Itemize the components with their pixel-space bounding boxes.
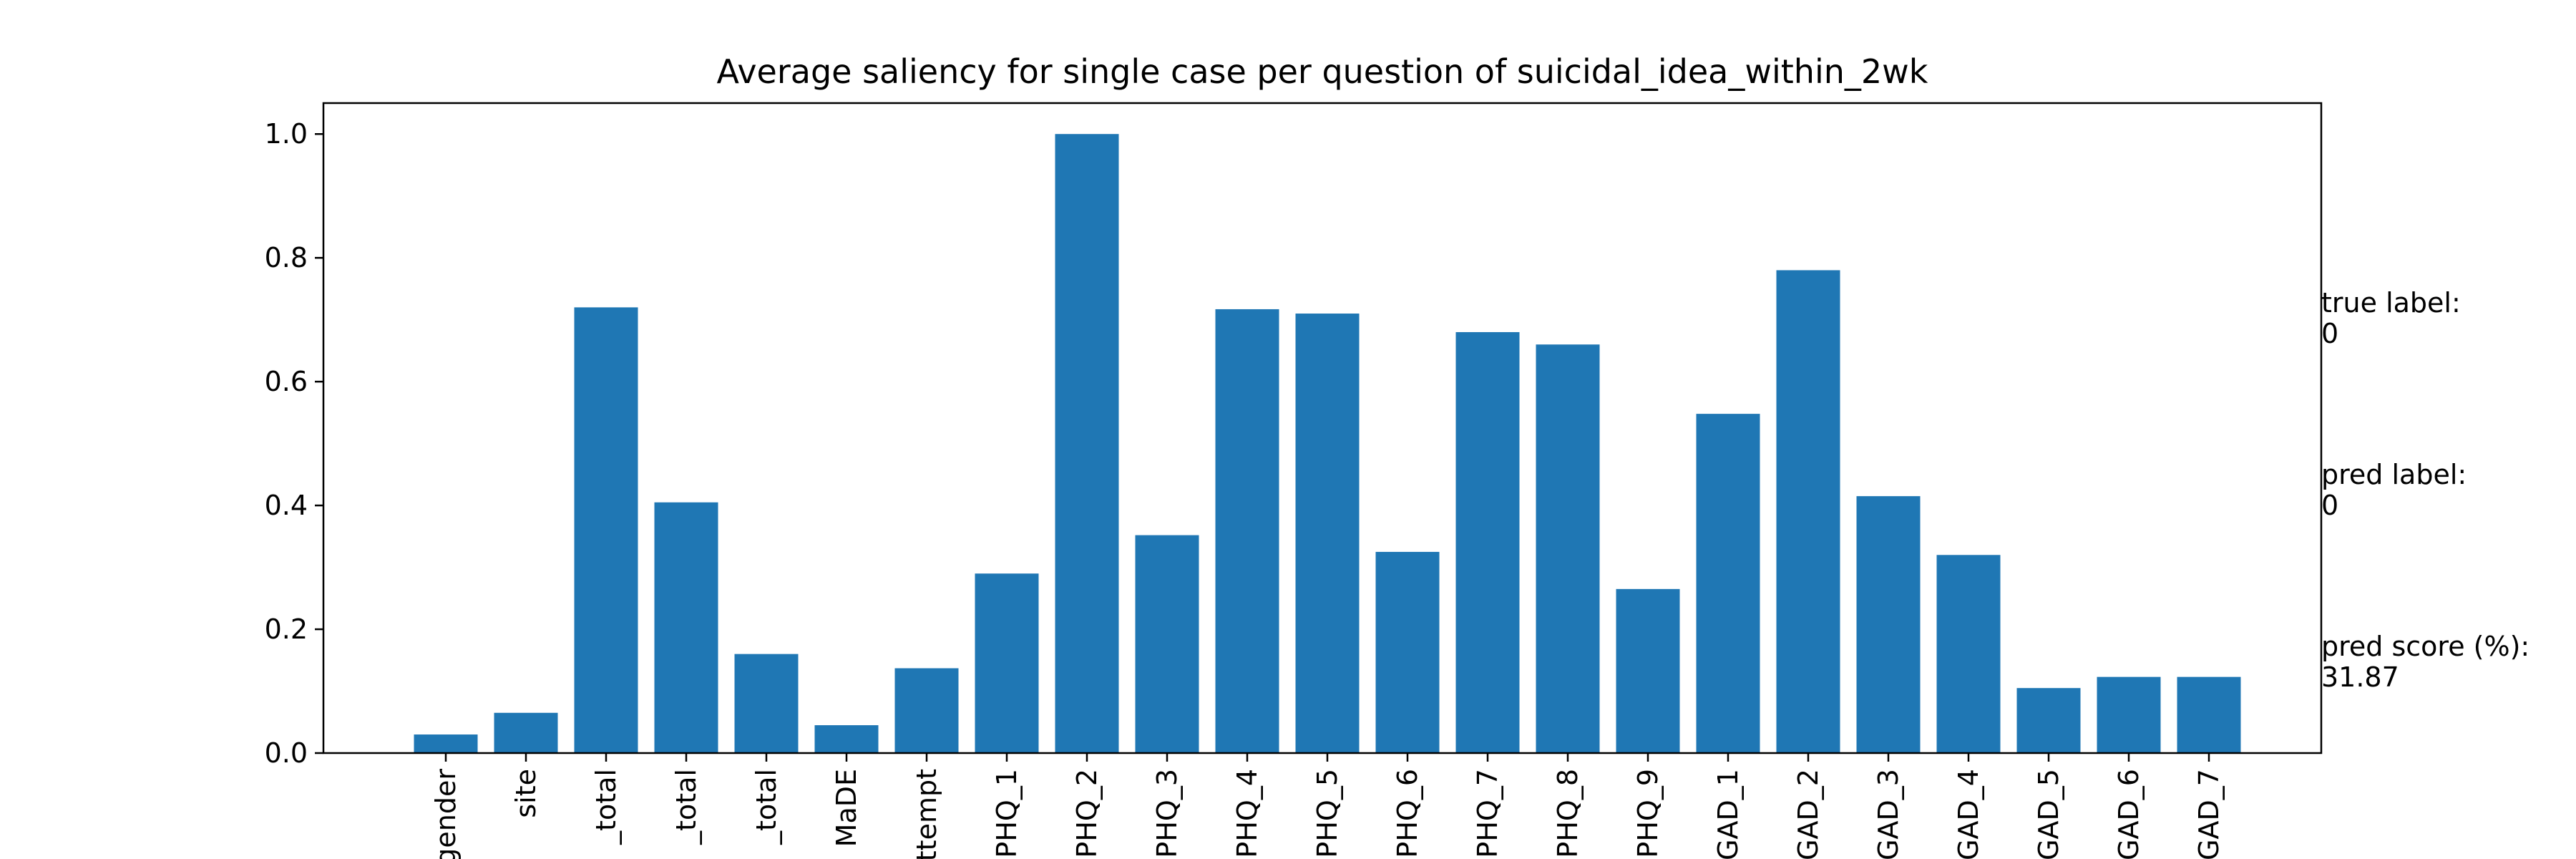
true-label-value: 0 [2321,318,2338,349]
x-tick-label: attempt [911,769,942,859]
pred-label-title: pred label: [2321,459,2467,490]
pred-score-value: 31.87 [2321,661,2399,693]
bars-layer [414,134,2241,754]
bar-phq-4 [1215,309,1279,754]
x-tick-label: PHQ_1 [991,769,1023,858]
bar-gad-3 [1856,496,1921,753]
x-tick-label: PHQ_6 [1392,769,1423,858]
plot-frame [322,102,2323,754]
bar-total [574,307,638,753]
x-tick-label: PHQ_8 [1552,769,1584,858]
y-tick-label: 0.6 [265,366,308,397]
x-tick-label: GAD_3 [1873,769,1904,859]
x-tick-label: PHQ_9 [1632,769,1664,858]
x-tick-label: site [510,769,542,818]
x-tick-label: PHQ_3 [1151,769,1183,858]
x-tick-label: PHQ_4 [1231,769,1263,858]
bar-gender [414,734,478,753]
y-tick-label: 1.0 [265,118,308,150]
x-tick-label: _total [751,769,782,845]
y-tick-label: 0.4 [265,490,308,521]
bar-gad-5 [2016,688,2081,753]
bar-phq-7 [1455,331,1520,753]
pred-score-title: pred score (%): [2321,631,2529,662]
x-tick-label: PHQ_7 [1472,769,1503,858]
bar-attempt [894,668,959,753]
x-tick-label: PHQ_5 [1312,769,1343,858]
x-tick-label: GAD_1 [1712,769,1744,859]
bar-total [654,502,718,753]
x-tick-label: gender [430,769,462,859]
x-tick-label: GAD_6 [2113,769,2145,859]
x-tick-label: GAD_7 [2193,769,2225,859]
x-tick-label: GAD_4 [1953,769,1984,859]
bar-made [814,725,879,753]
y-axis-ticks: 0.0 0.2 0.4 0.6 0.8 1.0 [265,118,323,769]
pred-label-value: 0 [2321,490,2338,521]
x-tick-label: _total [670,769,702,845]
bar-phq-3 [1135,535,1199,753]
bar-phq-1 [975,573,1039,753]
x-axis-ticks: gender site _total _total _total MaDE attempt P… [430,753,2225,859]
bar-gad-2 [1776,270,1840,753]
x-tick-label: _total [590,769,622,845]
bar-phq-2 [1055,134,1119,753]
prediction-annotations: true label: 0 pred label: 0 pred score (… [2321,287,2529,693]
bar-gad-1 [1696,414,1760,753]
chart-title: Average saliency for single case per que… [717,52,1928,91]
bar-phq-5 [1295,314,1360,753]
bar-gad-6 [2097,676,2161,753]
x-tick-label: PHQ_2 [1071,769,1103,858]
bar-site [494,712,558,753]
bar-gad-7 [2177,676,2241,753]
bar-gad-4 [1936,555,2001,753]
x-tick-label: GAD_5 [2033,769,2064,859]
y-tick-label: 0.0 [265,737,308,769]
bar-phq-8 [1536,344,1600,753]
bar-phq-6 [1375,551,1440,753]
x-tick-label: MaDE [831,769,862,847]
y-tick-label: 0.8 [265,242,308,273]
true-label-title: true label: [2321,287,2461,319]
bar-phq-9 [1616,588,1680,753]
y-tick-label: 0.2 [265,613,308,645]
bar-total [734,654,799,753]
x-tick-label: GAD_2 [1792,769,1824,859]
